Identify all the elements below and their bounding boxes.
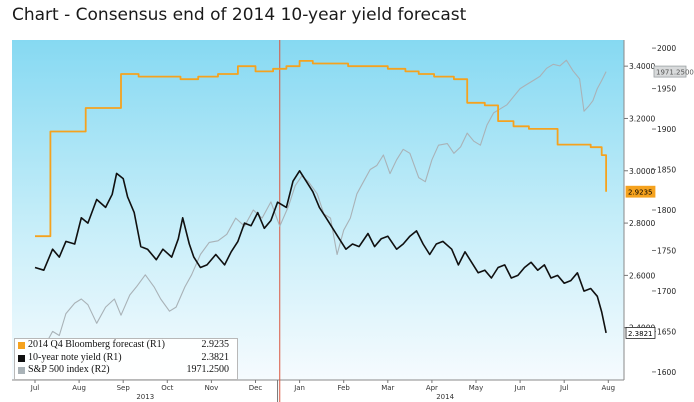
r2-tick-label: 1700 <box>657 287 676 296</box>
r1-tick-label: 2.6000 <box>629 271 655 280</box>
yield-value-tag-text: 2.3821 <box>628 330 653 338</box>
r2-tick-label: 1900 <box>657 125 676 134</box>
x-tick-label: Apr <box>426 384 438 392</box>
x-tick-label: Jul <box>559 384 569 392</box>
plot-area <box>12 40 624 380</box>
legend-series-value: 1971.2500 <box>186 364 230 375</box>
legend-series-value: 2.3821 <box>201 351 230 363</box>
r2-tick-label: 1750 <box>657 246 676 255</box>
r2-tick-label: 1950 <box>657 85 676 94</box>
chart-title: Chart - Consensus end of 2014 10-year yi… <box>12 5 467 25</box>
forecast-value-tag: 2.9235 <box>625 185 656 198</box>
r2-tick-label: 1800 <box>657 206 676 215</box>
legend-swatch <box>18 354 25 362</box>
legend-series-name: 2014 Q4 Bloomberg forecast (R1) <box>28 339 166 350</box>
x-tick-label: Jan <box>293 384 305 392</box>
r2-tick-label: 1650 <box>657 327 676 336</box>
sp500-series-line <box>34 59 607 361</box>
x-tick-label: Feb <box>337 384 350 392</box>
yield-series-line <box>34 170 607 334</box>
r1-tick-label: 3.4000 <box>629 62 655 71</box>
x-tick-label: Aug <box>601 384 615 392</box>
r1-tick-label: 3.2000 <box>629 114 655 123</box>
x-tick-label: Oct <box>161 384 173 392</box>
year-label-first: 2013 <box>136 393 154 401</box>
forecast-value-tag-box <box>625 185 656 198</box>
r1-tick-label: 2.8000 <box>629 219 655 228</box>
x-tick-label: Dec <box>249 384 263 392</box>
x-tick-label: Sep <box>117 384 131 392</box>
forecast-value-tag-text: 2.9235 <box>628 189 653 197</box>
x-tick-label: Jul <box>30 384 40 392</box>
x-tick-label: May <box>469 384 483 392</box>
x-tick-label: Mar <box>381 384 394 392</box>
forecast-series-line <box>35 60 607 238</box>
x-tick-label: Nov <box>205 384 219 392</box>
year-label-second: 2014 <box>436 393 454 401</box>
legend-yield: 10-year note yield (R1) 2.3821 <box>15 352 237 365</box>
sp500-value-tag: 1971.2500 <box>653 65 694 78</box>
legend-forecast: 2014 Q4 Bloomberg forecast (R1) 2.9235 <box>15 339 237 352</box>
yield-value-tag-box <box>625 327 656 339</box>
chart-legend: 2014 Q4 Bloomberg forecast (R1) 2.9235 10-… <box>14 338 238 380</box>
legend-swatch <box>18 367 25 374</box>
sp500-value-tag-box <box>653 65 687 78</box>
legend-series-name: 10-year note yield (R1) <box>28 351 122 363</box>
x-axis-panel <box>12 380 624 402</box>
r1-tick-label: 3.0000 <box>629 167 655 176</box>
legend-series-name: S&P 500 index (R2) <box>28 364 110 375</box>
yield-value-tag: 2.3821 <box>625 327 656 339</box>
x-tick-label: Jun <box>514 384 526 392</box>
legend-sp500: S&P 500 index (R2) 1971.2500 <box>15 364 237 377</box>
r2-tick-label: 1850 <box>657 166 676 175</box>
r2-tick-label: 1600 <box>657 368 676 377</box>
x-tick-label: Aug <box>72 384 86 392</box>
legend-series-value: 2.9235 <box>201 339 230 350</box>
legend-swatch <box>18 342 25 349</box>
sp500-value-tag-text: 1971.2500 <box>656 69 694 77</box>
r2-tick-label: 2000 <box>657 44 676 53</box>
